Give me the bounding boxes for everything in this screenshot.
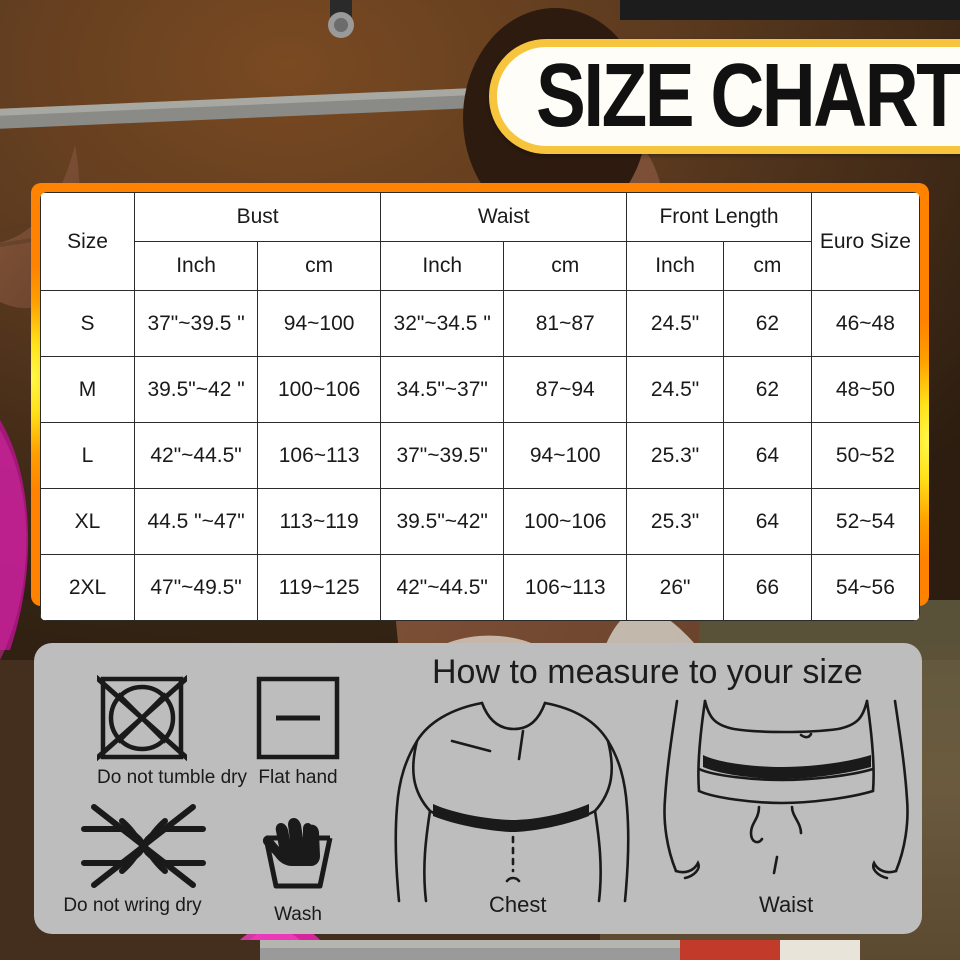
- svg-text:Chest: Chest: [489, 892, 546, 917]
- svg-text:Waist: Waist: [759, 892, 813, 917]
